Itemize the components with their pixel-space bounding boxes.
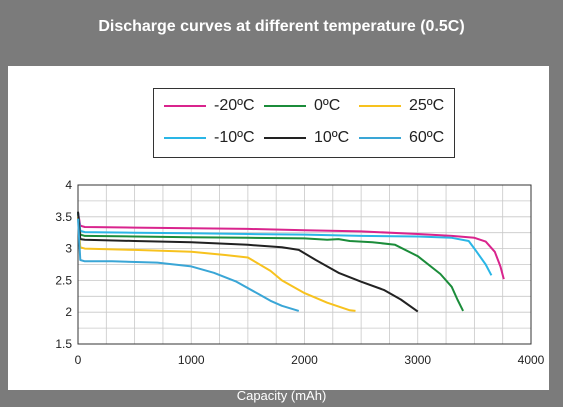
x-tick-label: 3000 [404,353,431,367]
legend: -20ºC 0ºC 25ºC -10ºC 10ºC 60ºC [153,88,455,158]
x-tick-label: 2000 [291,353,318,367]
legend-item: 0ºC [264,94,340,118]
y-tick-label: 3.5 [55,210,72,224]
legend-item: 10ºC [264,126,349,150]
legend-item: 25ºC [359,94,444,118]
chart-title: Discharge curves at different temperatur… [98,18,465,35]
legend-label: 0ºC [314,97,341,114]
plot-border [77,184,532,345]
x-axis-label: Capacity (mAh) [236,388,327,403]
y-tick-label: 2.5 [55,273,72,287]
series-line-2 [77,216,356,312]
legend-swatch [164,105,206,107]
x-tick-label: 1000 [178,353,205,367]
series-line-3 [77,212,493,276]
legend-label: 25ºC [409,97,445,114]
series-line-0 [77,212,505,280]
legend-item: -20ºC [164,94,255,118]
series-line-5 [77,218,300,312]
legend-label: -10ºC [214,129,255,146]
y-tick-label: 3 [65,242,72,256]
legend-swatch [264,137,306,139]
legend-item: 60ºC [359,126,444,150]
legend-label: 60ºC [409,129,445,146]
series-line-1 [77,212,464,312]
legend-swatch [359,105,401,107]
legend-swatch [264,105,306,107]
y-tick-label: 2 [65,305,72,319]
legend-swatch [164,137,206,139]
y-tick-label: 1.5 [55,337,72,351]
y-tick-label: 4 [65,178,72,192]
legend-item: -10ºC [164,126,255,150]
legend-swatch [359,137,401,139]
series-line-4 [77,211,419,313]
y-axis-label: Voltage (V) [9,215,24,280]
legend-label: 10ºC [314,129,350,146]
x-tick-label: 0 [75,353,82,367]
x-tick-label: 4000 [518,353,545,367]
legend-label: -20ºC [214,97,255,114]
